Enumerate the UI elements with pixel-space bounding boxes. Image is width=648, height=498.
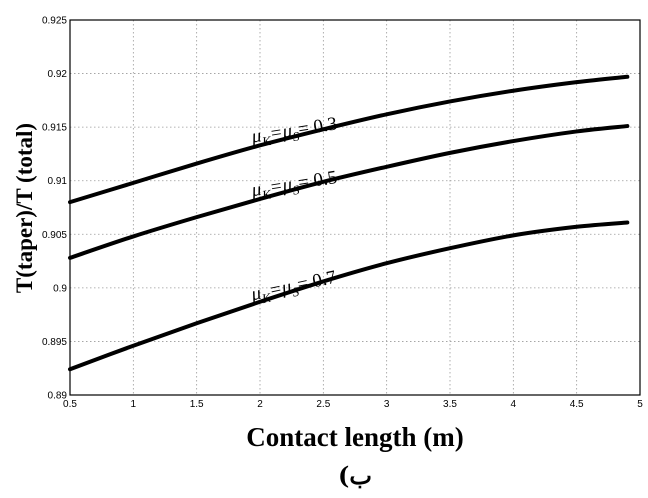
y-tick-label: 0.925 [42,16,67,27]
curve-label-part: = 0.7 [295,267,338,296]
curve-label: μK=μS= 0.7 [248,267,338,309]
y-axis-label: T(taper)/T (total) [12,123,37,293]
curve-label-part: =μ [268,120,293,144]
curve-label-part: S [291,284,301,300]
series-line [68,74,630,205]
sub-figure-label: (ب [338,461,372,490]
x-tick-label: 5 [637,399,643,410]
series-line [68,220,630,372]
x-tick-label: 3 [384,399,390,410]
curve-label: μK=μS= 0.5 [249,167,339,204]
curve-label-part: S [292,128,301,144]
plot-frame [69,19,641,396]
curve-label-part: = 0.5 [297,167,339,194]
x-tick-label: 2 [257,399,263,410]
curve-label-part: K [260,186,273,203]
curve-label-part: μ [249,125,263,147]
curve-labels: μK=μS= 0.3μK=μS= 0.5μK=μS= 0.7 [248,113,339,309]
x-tick-labels: 0.5 1 1.5 2 2.5 3 3.5 4 4.5 5 [63,399,643,410]
y-tick-label: 0.895 [42,337,67,348]
x-tick-label: 1 [131,399,137,410]
y-tick-labels: 0.89 0.895 0.9 0.905 0.91 0.915 0.92 0.925 [42,16,67,402]
curve-label-part: S [292,182,301,198]
x-tick-label: 2.5 [316,399,330,410]
curve-label-part: =μ [268,174,293,198]
curve-label: μK=μS= 0.3 [249,113,339,150]
grid [70,20,640,395]
y-tick-label: 0.9 [53,283,67,294]
y-tick-label: 0.92 [48,69,68,80]
x-tick-label: 4.5 [570,399,584,410]
y-tick-label: 0.89 [48,391,68,402]
y-tick-label: 0.905 [42,230,67,241]
y-tick-label: 0.91 [48,176,68,187]
x-axis-label: Contact length (m) [246,422,463,452]
series-group [68,74,630,372]
x-tick-label: 4 [511,399,517,410]
curve-label-part: =μ [267,276,293,301]
series-line [68,124,630,260]
y-tick-label: 0.915 [42,123,67,134]
curve-label-part: K [260,133,273,150]
curve-label-part: = 0.3 [297,113,339,140]
curve-label-part: μ [248,283,263,306]
curve-label-part: μ [249,179,263,201]
x-tick-label: 3.5 [443,399,457,410]
x-tick-label: 0.5 [63,399,77,410]
x-tick-label: 1.5 [190,399,204,410]
